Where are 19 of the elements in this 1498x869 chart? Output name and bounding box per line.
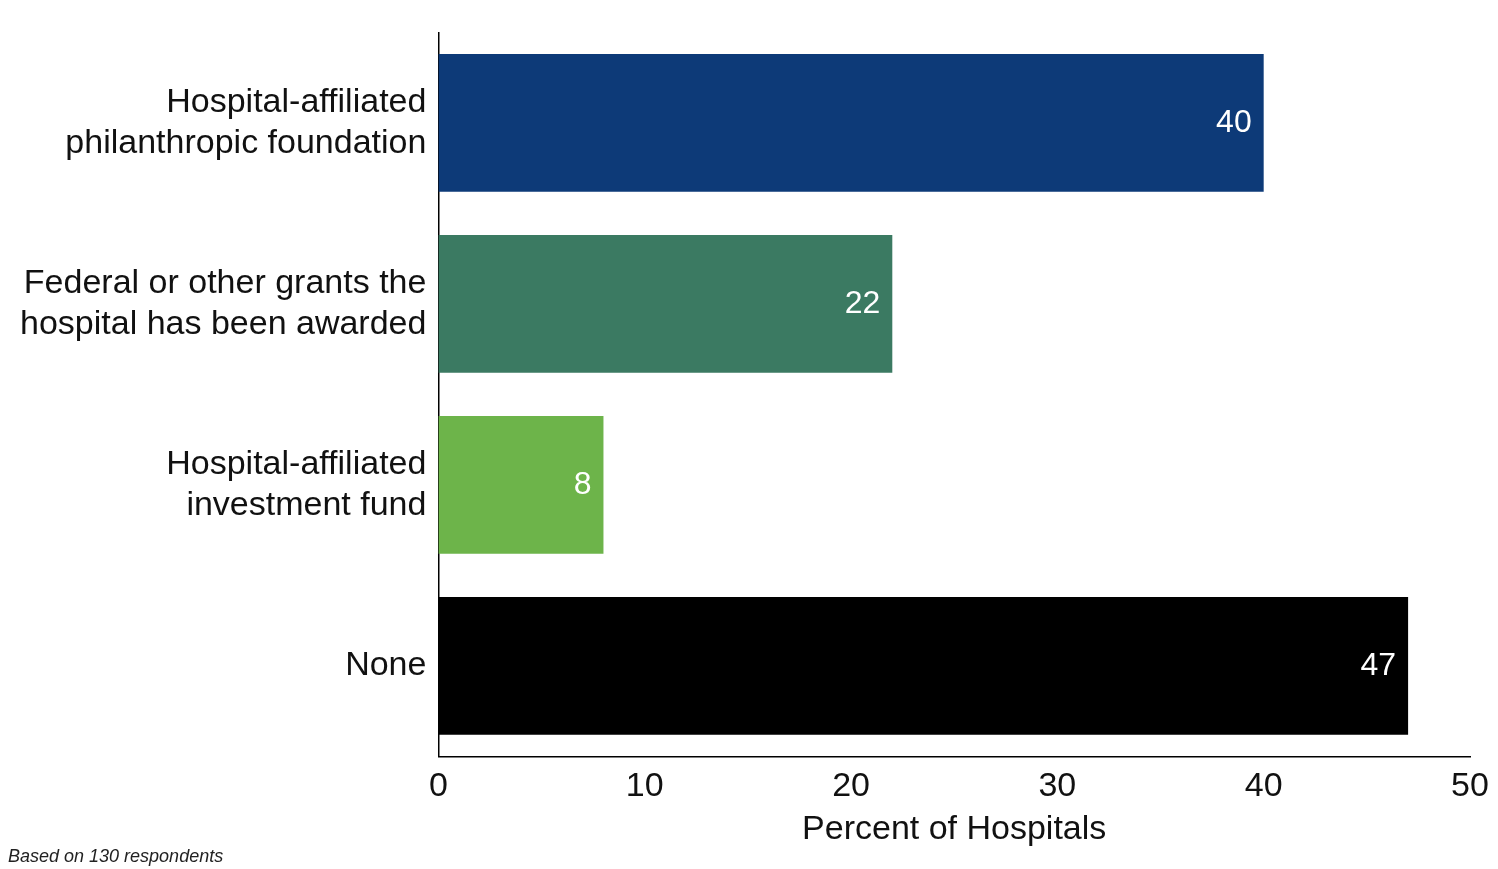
y-tick-label: Hospital-affiliated philanthropic foundation: [65, 80, 427, 160]
y-tick-label: Hospital-affiliated investment fund: [166, 442, 427, 522]
x-axis-title: Percent of Hospitals: [802, 807, 1107, 846]
bar: [438, 54, 1264, 192]
data-label: 47: [1360, 645, 1397, 682]
x-tick-label: 30: [1038, 765, 1077, 804]
x-tick-label: 40: [1244, 765, 1283, 804]
x-tick-label: 50: [1451, 765, 1489, 804]
bar: [438, 416, 604, 554]
x-tick-label: 10: [625, 765, 664, 804]
data-label: 40: [1216, 102, 1252, 139]
x-tick-label: 20: [832, 765, 870, 804]
data-label: 8: [573, 464, 592, 501]
x-tick-label: 0: [428, 765, 448, 804]
y-tick-label: Federal or other grants the hospital has been awarded: [20, 261, 427, 341]
text: Based on 130 respondents: [8, 846, 224, 867]
y-tick-label: None: [345, 644, 427, 683]
data-label: 22: [844, 283, 881, 320]
bar: [438, 235, 893, 373]
